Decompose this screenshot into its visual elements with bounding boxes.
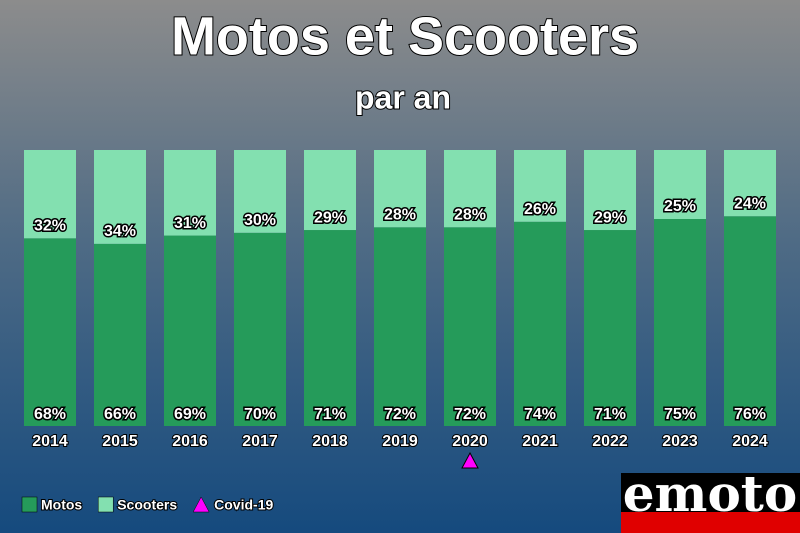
bar-segment [234, 150, 286, 233]
x-tick-label: 2018 [312, 433, 348, 450]
data-label: 66% [104, 406, 136, 423]
x-tick-label: 2021 [522, 433, 558, 450]
data-label: 74% [524, 406, 556, 423]
data-label: 71% [594, 406, 626, 423]
data-label: 31% [174, 215, 206, 232]
bar-segment [94, 150, 146, 244]
x-tick-label: 2014 [32, 433, 68, 450]
data-label: 34% [104, 223, 136, 240]
bar-segment [234, 232, 286, 426]
bar-segment [584, 230, 636, 426]
data-label: 75% [664, 406, 696, 423]
x-tick-label: 2023 [662, 433, 698, 450]
legend-label: Covid-19 [214, 497, 273, 513]
bar-segment [374, 150, 426, 228]
bar-segment [164, 150, 216, 236]
chart-title: Motos et Scooters [171, 6, 639, 66]
bar-segment [94, 243, 146, 426]
data-label: 32% [34, 218, 66, 235]
bar-segment [164, 235, 216, 426]
legend-swatch [97, 496, 114, 513]
data-label: 26% [524, 201, 556, 218]
data-label: 29% [314, 209, 346, 226]
data-label: 28% [454, 206, 486, 223]
data-label: 69% [174, 406, 206, 423]
bar-segment [724, 150, 776, 217]
bar-segment [724, 216, 776, 426]
bar-segment [304, 150, 356, 231]
data-label: 25% [664, 198, 696, 215]
data-label: 29% [594, 209, 626, 226]
bar-segment [654, 219, 706, 426]
bar-segment [584, 150, 636, 231]
bar-segment [514, 221, 566, 426]
bar-segment [24, 150, 76, 239]
legend-label: Scooters [117, 497, 177, 513]
logo-text: emoto [623, 464, 798, 523]
data-label: 72% [384, 406, 416, 423]
data-label: 70% [244, 406, 276, 423]
legend-swatch [192, 496, 210, 513]
bar-segment [514, 150, 566, 222]
data-label: 71% [314, 406, 346, 423]
x-tick-label: 2017 [242, 433, 278, 450]
x-tick-label: 2015 [102, 433, 138, 450]
bar-segment [444, 150, 496, 228]
data-label: 28% [384, 206, 416, 223]
bar-segment [374, 227, 426, 426]
data-label: 24% [734, 195, 766, 212]
x-tick-label: 2016 [172, 433, 208, 450]
x-tick-label: 2024 [732, 433, 768, 450]
x-tick-label: 2019 [382, 433, 418, 450]
logo-strip [621, 512, 800, 533]
x-tick-label: 2020 [452, 433, 488, 450]
data-label: 72% [454, 406, 486, 423]
legend-swatch [21, 496, 38, 513]
data-label: 68% [34, 406, 66, 423]
chart-subtitle: par an [355, 79, 451, 115]
data-label: 76% [734, 406, 766, 423]
logo: emoto [621, 464, 800, 533]
bar-segment [304, 230, 356, 426]
bar-segment [444, 227, 496, 426]
legend-label: Motos [41, 497, 82, 513]
x-tick-label: 2022 [592, 433, 628, 450]
bar-segment [654, 150, 706, 219]
marker [461, 451, 479, 469]
bar-segment [24, 238, 76, 426]
data-label: 30% [244, 212, 276, 229]
